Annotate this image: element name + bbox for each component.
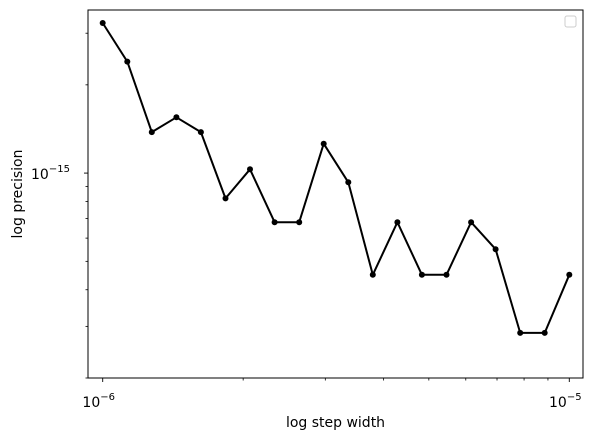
- data-point: [173, 114, 180, 121]
- legend-box: [564, 15, 577, 28]
- series-line: [101, 22, 571, 334]
- minor-ticks: [85, 32, 549, 381]
- data-point: [517, 329, 524, 336]
- data-point: [541, 329, 548, 336]
- data-point: [345, 179, 352, 186]
- y-tick-label: 10−15: [31, 164, 70, 183]
- data-point: [197, 129, 204, 136]
- data-point: [418, 271, 425, 278]
- y-axis-label: log precision: [10, 150, 26, 239]
- data-point: [296, 219, 303, 226]
- data-point: [222, 195, 229, 202]
- data-point: [468, 219, 475, 226]
- data-point: [99, 20, 106, 26]
- x-tick-label: 10−5: [549, 392, 582, 411]
- data-point: [492, 246, 499, 253]
- x-tick-label: 10−6: [82, 392, 115, 411]
- data-point: [271, 219, 278, 226]
- data-point: [320, 140, 327, 147]
- data-point: [369, 271, 376, 278]
- data-point: [148, 129, 155, 136]
- series-layer: [99, 20, 573, 336]
- x-axis-label: log step width: [286, 415, 385, 431]
- data-point: [124, 58, 131, 65]
- data-point: [394, 219, 401, 226]
- major-ticks: 10−6 10−5 10−15: [31, 164, 582, 411]
- data-point: [247, 166, 253, 173]
- data-point: [566, 271, 573, 278]
- data-point: [443, 271, 450, 278]
- plot-frame: [87, 9, 584, 379]
